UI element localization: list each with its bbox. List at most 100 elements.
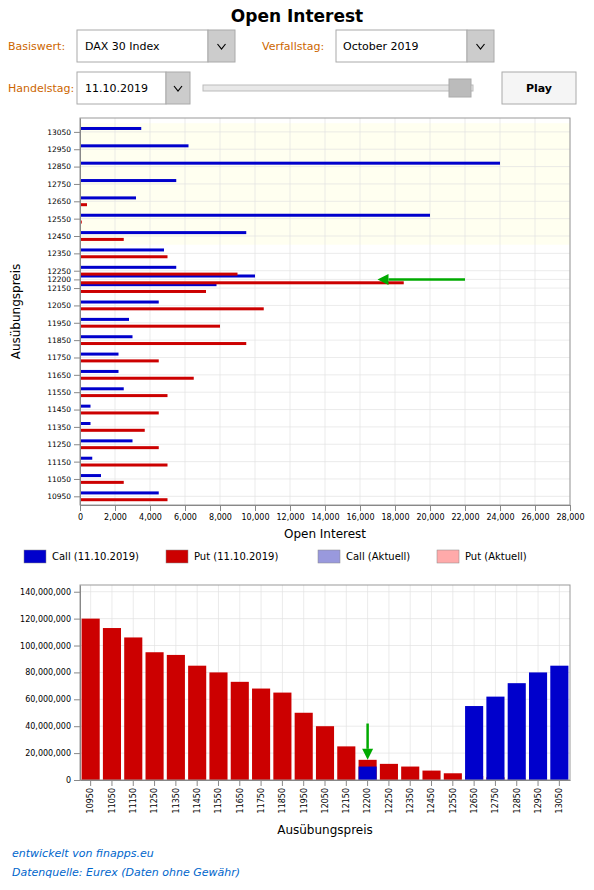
bar (80, 405, 91, 408)
tick-mark (74, 392, 80, 393)
tick: 11750 (47, 353, 80, 362)
tick-label: 11050 (108, 788, 117, 813)
tick: 28,000 (557, 505, 585, 522)
tick: 12750 (491, 780, 500, 813)
tick: 13050 (47, 128, 80, 137)
tick-mark (74, 726, 80, 727)
bar (80, 335, 133, 338)
arrow-shaft (366, 724, 369, 749)
tick: 12200 (47, 275, 80, 284)
arrow-head (378, 274, 389, 285)
tick-label: 12050 (47, 301, 71, 310)
bar (80, 318, 129, 321)
tick-label: 11250 (150, 788, 159, 813)
legend-item: Put (Aktuell) (437, 550, 527, 563)
tick-mark (74, 167, 80, 168)
tick: 0 (66, 776, 80, 785)
tick-mark (74, 340, 80, 341)
bar-series (80, 127, 500, 494)
tick: 11350 (172, 780, 181, 813)
tick: 11550 (214, 780, 223, 813)
dropdown-chevron (477, 44, 485, 49)
bar (80, 491, 159, 494)
input-box (336, 30, 467, 62)
header-label: Basiswert: (8, 40, 65, 53)
tick: 12550 (449, 780, 458, 813)
tick-mark (74, 132, 80, 133)
header-label: October 2019 (343, 40, 419, 53)
tick-mark (74, 375, 80, 376)
grid-line (80, 183, 570, 184)
grid-line (325, 118, 326, 505)
tick-label: 20,000 (417, 513, 445, 522)
header: Open InterestBasiswert:DAX 30 IndexVerfa… (8, 6, 576, 104)
tick-mark (495, 780, 496, 786)
grid-line (80, 149, 570, 150)
grid-line (80, 322, 570, 323)
bar (273, 693, 291, 780)
bar (80, 266, 176, 269)
bar (82, 619, 100, 780)
tick-mark (74, 410, 80, 411)
tick: 12550 (47, 215, 80, 224)
tick-label: 11850 (278, 788, 287, 813)
axis-line (80, 586, 81, 781)
x-axis: 1095011050111501125011350114501155011650… (81, 780, 571, 813)
bar (80, 248, 164, 251)
legend-label: Call (Aktuell) (346, 551, 410, 562)
bar (80, 411, 159, 414)
tick-label: 11350 (47, 423, 71, 432)
tick: 20,000 (417, 505, 445, 522)
tick-mark (516, 780, 517, 786)
tick: 11350 (47, 423, 80, 432)
tick-label: 60,000,000 (25, 695, 71, 704)
tick-mark (115, 505, 116, 511)
tick-mark (74, 753, 80, 754)
tick: 11050 (47, 475, 80, 484)
arrow-shaft (389, 278, 466, 281)
grid-line (465, 118, 466, 505)
tick-label: 0 (66, 776, 71, 785)
tick-mark (74, 184, 80, 185)
tick-mark (218, 780, 219, 786)
tick-mark (430, 505, 431, 511)
tick: 11850 (47, 336, 80, 345)
input-box (502, 72, 576, 104)
tick: 11950 (47, 319, 80, 328)
grid-line (290, 118, 291, 505)
tick-label: 12250 (47, 267, 71, 276)
bar (80, 273, 238, 276)
grid-line (80, 201, 570, 202)
tick-label: 13050 (555, 788, 564, 813)
tick-mark (90, 780, 91, 786)
bar (529, 672, 547, 780)
tick-mark (74, 672, 80, 673)
tick-mark (538, 780, 539, 786)
grid-line (80, 288, 570, 289)
tick-label: 12150 (47, 284, 71, 293)
grid-line (535, 118, 536, 505)
tick-mark (500, 505, 501, 511)
bar (80, 214, 430, 217)
header-label: Handelstag: (8, 82, 74, 95)
grid-line (80, 305, 570, 306)
tick: 11150 (129, 780, 138, 813)
dropdown-button (208, 30, 235, 62)
grid (80, 585, 570, 780)
x-axis-title: Ausübungspreis (277, 823, 373, 837)
tick-label: 11450 (193, 788, 202, 813)
bar (80, 422, 91, 425)
title: Open Interest (231, 6, 363, 26)
tick-mark (474, 780, 475, 786)
x-axis: 02,0004,0006,0008,00010,00012,00014,0001… (78, 505, 585, 522)
grid (80, 118, 570, 505)
legend-swatch (437, 550, 459, 563)
bar (80, 231, 246, 234)
grid-line (410, 585, 411, 780)
legend-label: Call (11.10.2019) (52, 551, 139, 562)
plot-background (80, 118, 570, 505)
tick-mark (74, 619, 80, 620)
bar-series (80, 203, 404, 501)
bar (80, 439, 133, 442)
tick: 12150 (47, 284, 80, 293)
